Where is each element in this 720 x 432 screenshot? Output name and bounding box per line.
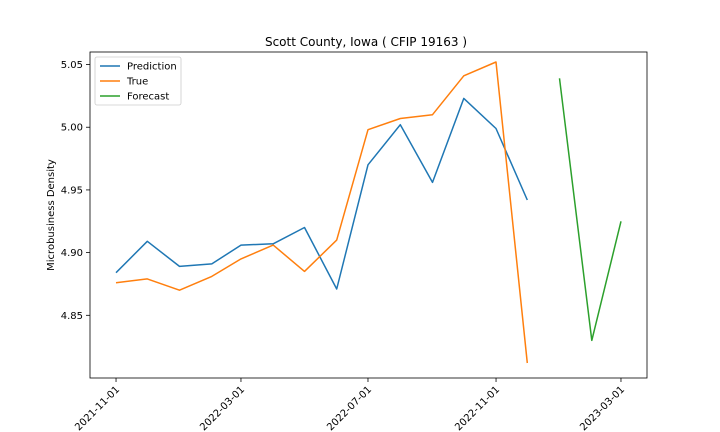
series-line-true <box>115 61 529 364</box>
series-line-prediction <box>115 97 528 290</box>
x-axis: 2021-11-01 2022-03-01 2022-07-01 2022-11-01… <box>73 378 627 432</box>
legend-box <box>94 56 182 106</box>
legend-label-prediction: Prediction <box>127 62 177 73</box>
legend-label-true: True <box>126 77 148 88</box>
y-tick-label-4: 5.05 <box>61 60 83 71</box>
y-axis: 4.85 4.90 4.95 5.00 5.05 <box>61 60 90 322</box>
y-tick-label-1: 4.90 <box>61 248 83 259</box>
chart-title: Scott County, Iowa ( CFIP 19163 ) <box>265 35 467 49</box>
y-tick-label-0: 4.85 <box>61 311 83 322</box>
series-lines <box>115 61 622 364</box>
x-tick-label-2: 2022-07-01 <box>325 384 374 432</box>
y-axis-label: Microbusiness Density <box>46 159 57 271</box>
x-tick-label-4: 2023-03-01 <box>578 384 627 432</box>
plot-frame <box>89 51 648 379</box>
legend-label-forecast: Forecast <box>127 92 169 103</box>
legend: Prediction True Forecast <box>94 56 182 106</box>
x-tick-label-3: 2022-11-01 <box>453 384 502 432</box>
y-tick-label-3: 5.00 <box>61 123 83 134</box>
x-tick-label-0: 2021-11-01 <box>73 384 122 432</box>
x-tick-label-1: 2022-03-01 <box>198 384 247 432</box>
series-line-forecast <box>558 78 622 342</box>
y-tick-label-2: 4.95 <box>61 185 83 196</box>
